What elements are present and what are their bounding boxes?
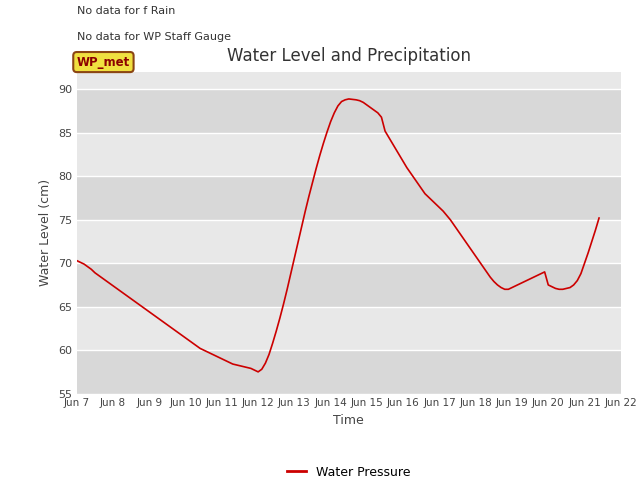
Text: WP_met: WP_met <box>77 56 130 69</box>
Bar <box>77 350 621 394</box>
Legend: Water Pressure: Water Pressure <box>282 461 415 480</box>
Bar <box>77 263 621 307</box>
Bar <box>77 307 621 350</box>
Title: Water Level and Precipitation: Water Level and Precipitation <box>227 47 471 65</box>
Bar <box>77 176 621 220</box>
Bar <box>77 89 621 133</box>
Text: No data for WP Staff Gauge: No data for WP Staff Gauge <box>77 32 231 42</box>
Bar <box>77 220 621 263</box>
Text: No data for f Rain: No data for f Rain <box>77 6 175 16</box>
Y-axis label: Water Level (cm): Water Level (cm) <box>39 179 52 287</box>
X-axis label: Time: Time <box>333 414 364 427</box>
Bar <box>77 133 621 176</box>
